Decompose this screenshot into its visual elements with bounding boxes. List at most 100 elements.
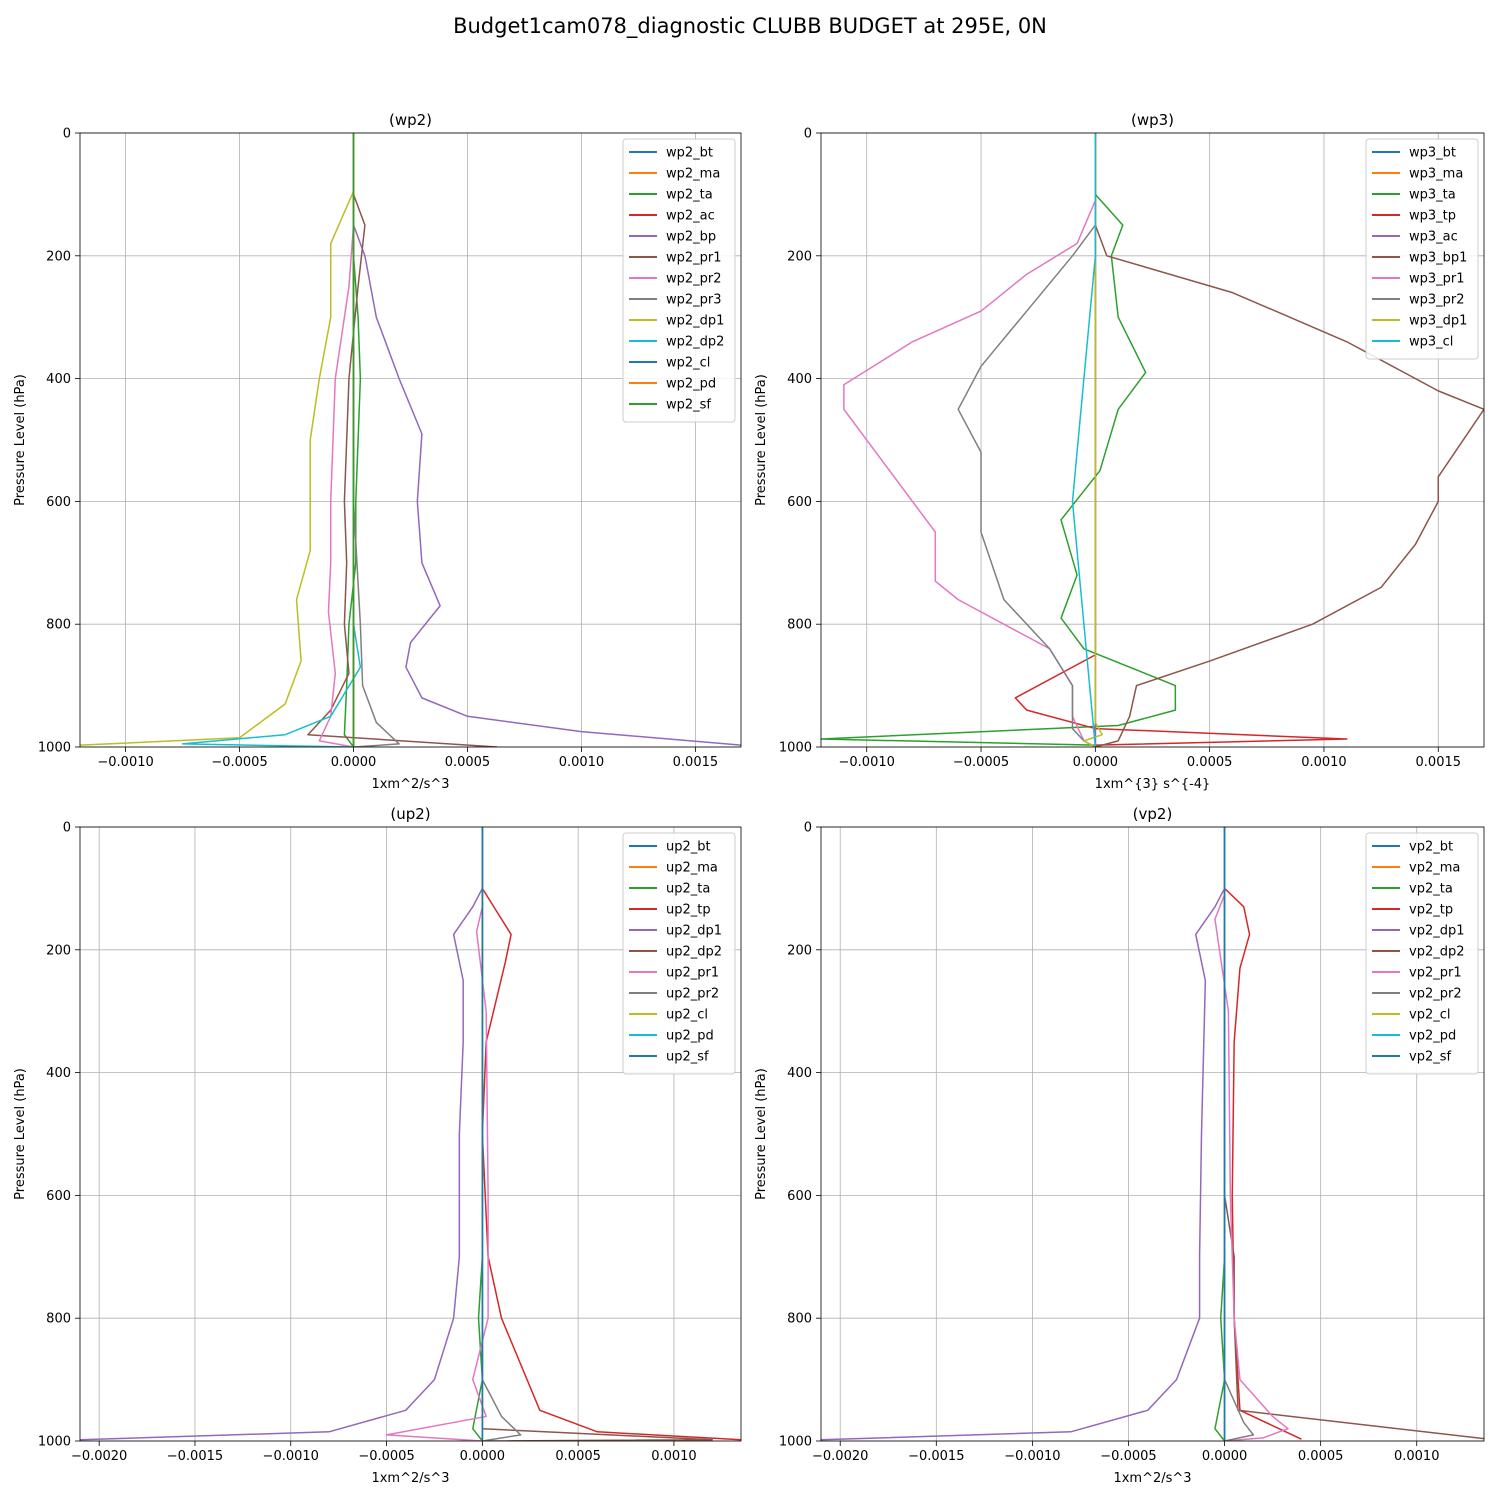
x-tick-label: −0.0020: [71, 1449, 127, 1464]
legend-label: wp2_bt: [666, 146, 713, 161]
series-line-vp2-pr1: [1214, 827, 1289, 1441]
legend-label: wp3_ma: [1409, 167, 1463, 182]
figure-title: Budget1cam078_diagnostic CLUBB BUDGET at…: [453, 14, 1047, 38]
y-tick-label: 1000: [38, 741, 71, 756]
legend-label: wp3_pr2: [1409, 293, 1465, 308]
y-tick-label: 400: [787, 1066, 812, 1081]
y-tick-label: 400: [46, 1066, 71, 1081]
y-tick-label: 1000: [779, 741, 812, 756]
legend-label: wp3_ac: [1409, 230, 1458, 245]
legend-label: vp2_cl: [1409, 1008, 1450, 1023]
y-tick-label: 1000: [779, 1435, 812, 1450]
x-tick-label: 0.0005: [1298, 1449, 1344, 1464]
axes-frame: [820, 132, 1485, 748]
x-tick-label: −0.0010: [97, 755, 153, 770]
legend-label: up2_pd: [666, 1029, 714, 1044]
series-line-wp2-pr2: [318, 133, 355, 747]
y-axis-label: Pressure Level (hPa): [754, 374, 769, 506]
x-tick-label: 0.0005: [555, 1449, 601, 1464]
x-tick-label: −0.0015: [167, 1449, 223, 1464]
axes-frame: [79, 826, 742, 1442]
chart-panel: −0.0020 −0.0015 −0.0010 −0.0005 0.0000 0.0005…: [754, 805, 1485, 1486]
y-tick-label: 800: [787, 1312, 812, 1327]
legend-label: up2_ta: [666, 882, 710, 897]
legend-label: wp3_tp: [1409, 209, 1456, 224]
series-line-wp3-ta: [821, 133, 1177, 746]
x-axis-label: 1xm^2/s^3: [371, 777, 449, 792]
legend-label: vp2_sf: [1409, 1050, 1451, 1065]
legend-label: up2_pr1: [666, 966, 719, 981]
chart-panel: −0.0010 −0.0005 0.0000 0.0005 0.0010 0.0015 0 2…: [13, 111, 742, 792]
legend-label: wp2_dp2: [666, 335, 724, 350]
y-tick-label: 400: [46, 372, 71, 387]
legend-label: vp2_ta: [1409, 882, 1453, 897]
x-axis-label: 1xm^2/s^3: [1113, 1471, 1191, 1486]
legend-label: up2_bt: [666, 840, 711, 855]
y-tick-label: 200: [787, 249, 812, 264]
series-group: [821, 133, 1484, 747]
legend-label: vp2_tp: [1409, 903, 1453, 918]
y-axis-label: Pressure Level (hPa): [13, 374, 28, 506]
legend-label: vp2_ma: [1409, 861, 1460, 876]
x-tick-label: 0.0000: [331, 755, 377, 770]
legend: up2_bt up2_ma up2_ta up2_tp up2_dp1 up2_dp2up…: [622, 832, 736, 1075]
legend-label: wp2_dp1: [666, 314, 724, 329]
y-tick-label: 0: [804, 127, 812, 142]
chart-title: (up2): [390, 805, 430, 823]
y-tick-label: 600: [787, 1189, 812, 1204]
series-line-vp2-dp1: [821, 827, 1226, 1441]
legend-label: vp2_pr1: [1409, 966, 1462, 981]
y-tick-label: 600: [46, 495, 71, 510]
series-group: [80, 827, 741, 1441]
legend-label: wp2_ta: [666, 188, 713, 203]
x-axis-label: 1xm^{3} s^{-4}: [1095, 777, 1211, 792]
series-line-vp2-pr2: [1223, 827, 1255, 1441]
x-tick-label: 0.0000: [460, 1449, 506, 1464]
legend-label: wp3_cl: [1409, 335, 1453, 350]
x-tick-label: 0.0000: [1202, 1449, 1248, 1464]
legend-label: vp2_dp1: [1409, 924, 1465, 939]
x-tick-label: −0.0020: [812, 1449, 868, 1464]
x-tick-label: 0.0015: [673, 755, 719, 770]
legend-label: wp3_ta: [1409, 188, 1456, 203]
legend-label: wp2_ac: [666, 209, 715, 224]
x-tick-label: 0.0015: [1416, 755, 1462, 770]
y-tick-label: 200: [46, 943, 71, 958]
x-tick-label: 0.0010: [1394, 1449, 1440, 1464]
x-tick-label: −0.0005: [358, 1449, 414, 1464]
legend-label: up2_dp2: [666, 945, 722, 960]
x-axis-label: 1xm^2/s^3: [371, 1471, 449, 1486]
legend-box: [622, 138, 736, 423]
x-tick-label: −0.0010: [1004, 1449, 1060, 1464]
legend: wp3_bt wp3_ma wp3_ta wp3_tp wp3_ac wp3_bp1 wp3…: [1365, 138, 1479, 360]
chart-panel: −0.0010 −0.0005 0.0000 0.0005 0.0010 0.0015 0 2…: [754, 111, 1485, 792]
x-tick-label: −0.0010: [263, 1449, 319, 1464]
legend-label: up2_dp1: [666, 924, 722, 939]
series-line-wp3-pr1: [843, 133, 1097, 747]
y-tick-label: 800: [46, 1312, 71, 1327]
series-line-up2-tp: [481, 827, 741, 1441]
y-tick-label: 800: [46, 618, 71, 633]
legend-label: wp2_cl: [666, 356, 710, 371]
legend-label: up2_pr2: [666, 987, 719, 1002]
legend-label: up2_cl: [666, 1008, 708, 1023]
legend-label: up2_ma: [666, 861, 718, 876]
series-line-wp3-pr2: [957, 133, 1097, 747]
chart-title: (wp3): [1131, 111, 1174, 129]
y-tick-label: 800: [787, 618, 812, 633]
y-tick-label: 0: [63, 127, 71, 142]
y-tick-label: 0: [63, 821, 71, 836]
x-tick-label: 0.0010: [651, 1449, 697, 1464]
legend-label: wp2_pr1: [666, 251, 722, 266]
x-tick-label: −0.0005: [1100, 1449, 1156, 1464]
legend-label: wp3_bp1: [1409, 251, 1467, 266]
y-tick-label: 400: [787, 372, 812, 387]
axes-frame: [820, 826, 1485, 1442]
legend-label: wp2_bp: [666, 230, 716, 245]
y-tick-label: 200: [787, 943, 812, 958]
legend-label: wp2_sf: [666, 398, 711, 413]
series-line-up2-pr1: [385, 827, 489, 1441]
legend-label: wp3_bt: [1409, 146, 1456, 161]
legend: wp2_bt wp2_ma wp2_ta wp2_ac wp2_bp wp2_pr1 wp2…: [622, 138, 736, 423]
